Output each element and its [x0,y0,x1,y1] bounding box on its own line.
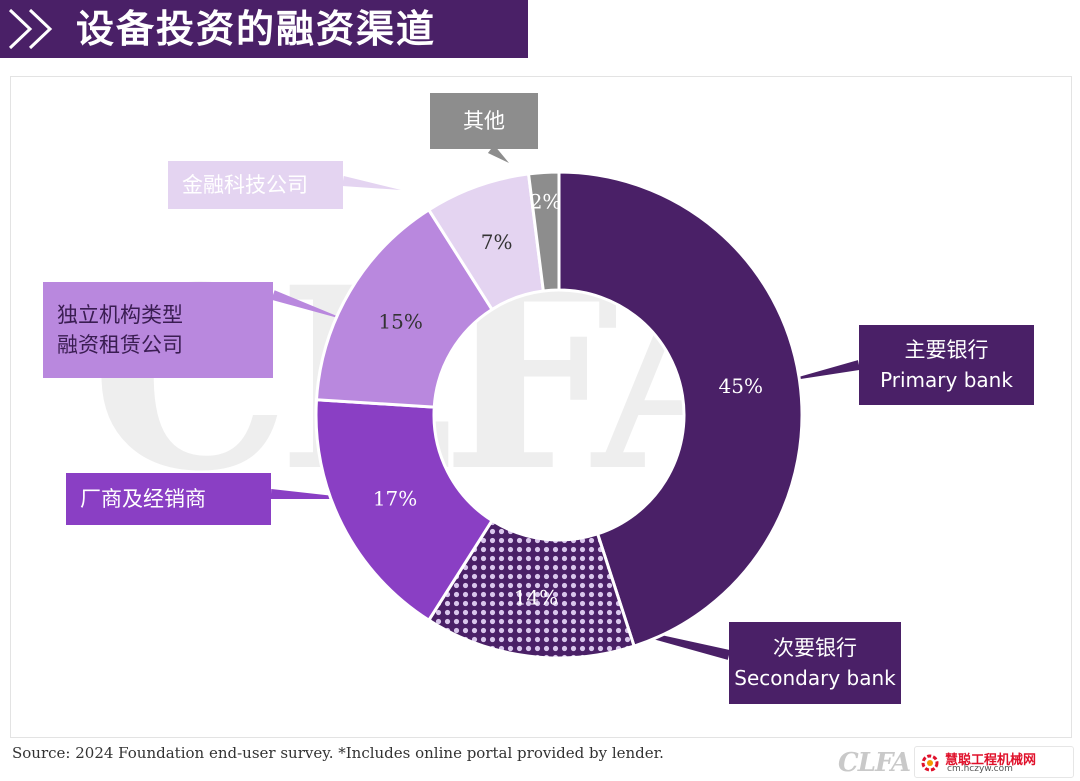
category-box-fintech: 金融科技公司 [168,161,343,209]
site-watermark: 慧聪工程机械网 cm.hczyw.com [914,746,1074,778]
category-name-en: Primary bank [880,368,1013,392]
category-box-primary: 主要银行 Primary bank [859,325,1034,405]
category-box-secondary: 次要银行 Secondary bank [729,622,901,704]
category-name-cn: 融资租赁公司 [57,333,183,357]
clfa-logo: CLFA [838,748,911,778]
leader-primary [781,360,861,382]
category-name-cn: 其他 [463,109,505,133]
page-title: 设备投资的融资渠道 [76,6,437,51]
category-name-cn: 主要银行 [904,338,989,362]
slice-label-other: 2% [530,189,562,213]
category-box-oem: 厂商及经销商 [66,473,271,525]
slice-secondary [426,518,636,660]
slice-independent [314,207,495,409]
leader-fintech [342,176,401,190]
leader-other [487,145,509,163]
leader-independent [271,290,349,321]
watermark-url: cm.hczyw.com [947,764,1013,774]
category-name-cn: 厂商及经销商 [80,487,206,511]
slice-label-primary: 45% [719,374,763,398]
slice-label-independent: 15% [378,309,422,333]
slice-label-oem: 17% [373,487,417,511]
category-name-cn: 金融科技公司 [182,173,308,197]
category-box-other: 其他 [430,93,538,149]
donut-chart: CLFA 45%14%17%15%7%2% [91,145,861,660]
gear-icon [921,754,939,772]
source-note: Source: 2024 Foundation end-user survey.… [12,744,664,762]
chevron-right-icon [8,8,53,50]
slice-labels: 45% 14% 17% 15% 7% 2% [373,189,763,609]
slice-primary [557,170,804,648]
title-bar: 设备投资的融资渠道 [0,0,528,58]
donut-slices [314,170,804,660]
slice-other [526,170,561,293]
watermark-name: 慧聪工程机械网 [945,753,1037,768]
slice-label-secondary: 14% [514,586,558,610]
category-name-en: Secondary bank [734,666,896,690]
category-name-cn: 独立机构类型 [57,303,183,327]
category-name-cn: 次要银行 [773,636,857,660]
slice-oem [314,398,495,623]
category-box-independent: 独立机构类型 融资租赁公司 [43,282,273,378]
slice-label-fintech: 7% [481,230,513,254]
